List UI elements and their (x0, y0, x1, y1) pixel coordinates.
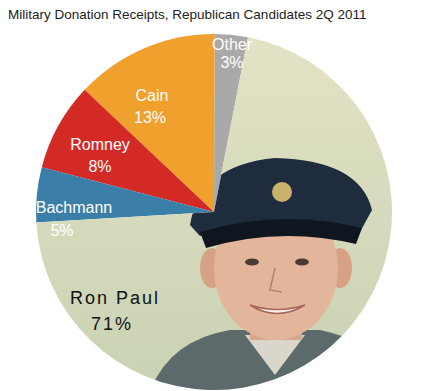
cap-visor (200, 219, 362, 248)
cap-badge (272, 182, 292, 202)
nose (270, 268, 282, 292)
value-label: 3% (220, 54, 243, 71)
value-label: 13% (134, 109, 166, 126)
eye (245, 259, 259, 266)
slice-label: Bachmann (36, 199, 113, 216)
slice-label: Romney (70, 136, 130, 153)
title: Military Donation Receipts, Republican C… (8, 7, 366, 22)
chart: Military Donation Receipts, Republican C… (0, 0, 433, 391)
slice-label: Cain (136, 87, 169, 104)
value-label: 8% (88, 158, 111, 175)
collar (245, 335, 305, 375)
value-label: 5% (50, 222, 73, 239)
slice-label: Other (212, 36, 253, 53)
value-label: 71% (91, 314, 133, 334)
smile (250, 305, 305, 314)
eye (295, 259, 309, 266)
portrait (150, 158, 400, 391)
data-labels: Other3% Cain 13%Romney 8% Bachmann 5% Ron Paul… (36, 36, 253, 334)
slice-label: Ron Paul (70, 288, 160, 308)
